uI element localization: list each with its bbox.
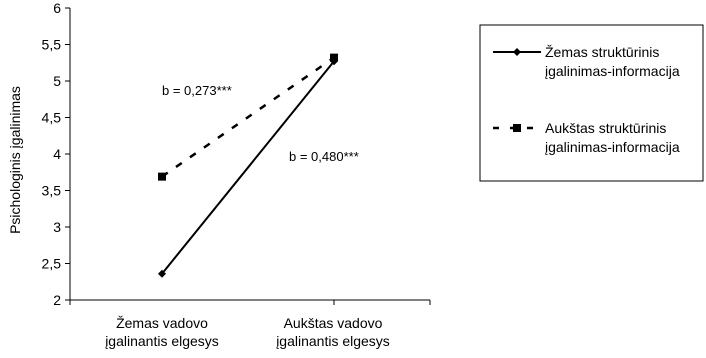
data-point	[158, 269, 166, 278]
legend-swatch-marker	[513, 48, 521, 56]
series-group	[158, 53, 338, 278]
y-tick-label: 6	[53, 0, 61, 16]
y-axis-label: Psichologinis įgalinimas	[7, 86, 23, 234]
y-tick-label: 5,5	[42, 37, 62, 53]
legend-label: Žemas struktūrinis įgalinimas-informacija	[545, 44, 680, 79]
series-line	[161, 60, 335, 275]
data-point	[158, 172, 166, 181]
y-tick-label: 4,5	[42, 110, 62, 126]
y-tick-label: 2,5	[42, 256, 62, 272]
axes	[69, 8, 430, 301]
y-tick-label: 5	[53, 73, 61, 89]
x-category-label-line: Žemas vadovo	[116, 315, 208, 331]
legend-label-line: įgalinimas-informacija	[545, 63, 680, 79]
x-category-label-line: įgalinantis elgesys	[105, 333, 219, 349]
y-tick-label: 2	[53, 292, 61, 308]
x-category-label-line: Aukštas vadovo	[284, 315, 383, 331]
y-tick-label: 3	[53, 219, 61, 235]
series-1	[158, 53, 338, 181]
x-category-label-line: įgalinantis elgesys	[276, 333, 390, 349]
legend-label-line: įgalinimas-informacija	[545, 139, 680, 155]
slope-annotation: b = 0,273***	[162, 83, 232, 98]
legend: Žemas struktūrinis įgalinimas-informacija…	[479, 24, 704, 182]
y-tick-label: 4	[53, 146, 61, 162]
annotation-group: b = 0,273*** b = 0,480***	[162, 83, 359, 164]
x-category-label: Aukštas vadovo įgalinantis elgesys	[276, 315, 390, 349]
series-line	[161, 56, 335, 178]
legend-swatch-marker	[513, 124, 521, 132]
data-point	[330, 53, 338, 62]
x-category-label: Žemas vadovo įgalinantis elgesys	[105, 315, 219, 349]
legend-label-line: Žemas struktūrinis	[545, 44, 659, 60]
legend-label-line: Aukštas struktūrinis	[545, 120, 666, 136]
legend-label: Aukštas struktūrinis įgalinimas-informaci…	[545, 120, 680, 155]
legend-box	[479, 24, 704, 182]
slope-annotation: b = 0,480***	[289, 149, 359, 164]
y-tick-group: 2 2,5 3 3,5 4 4,5 5 5,5 6	[42, 0, 70, 308]
y-tick-label: 3,5	[42, 183, 62, 199]
